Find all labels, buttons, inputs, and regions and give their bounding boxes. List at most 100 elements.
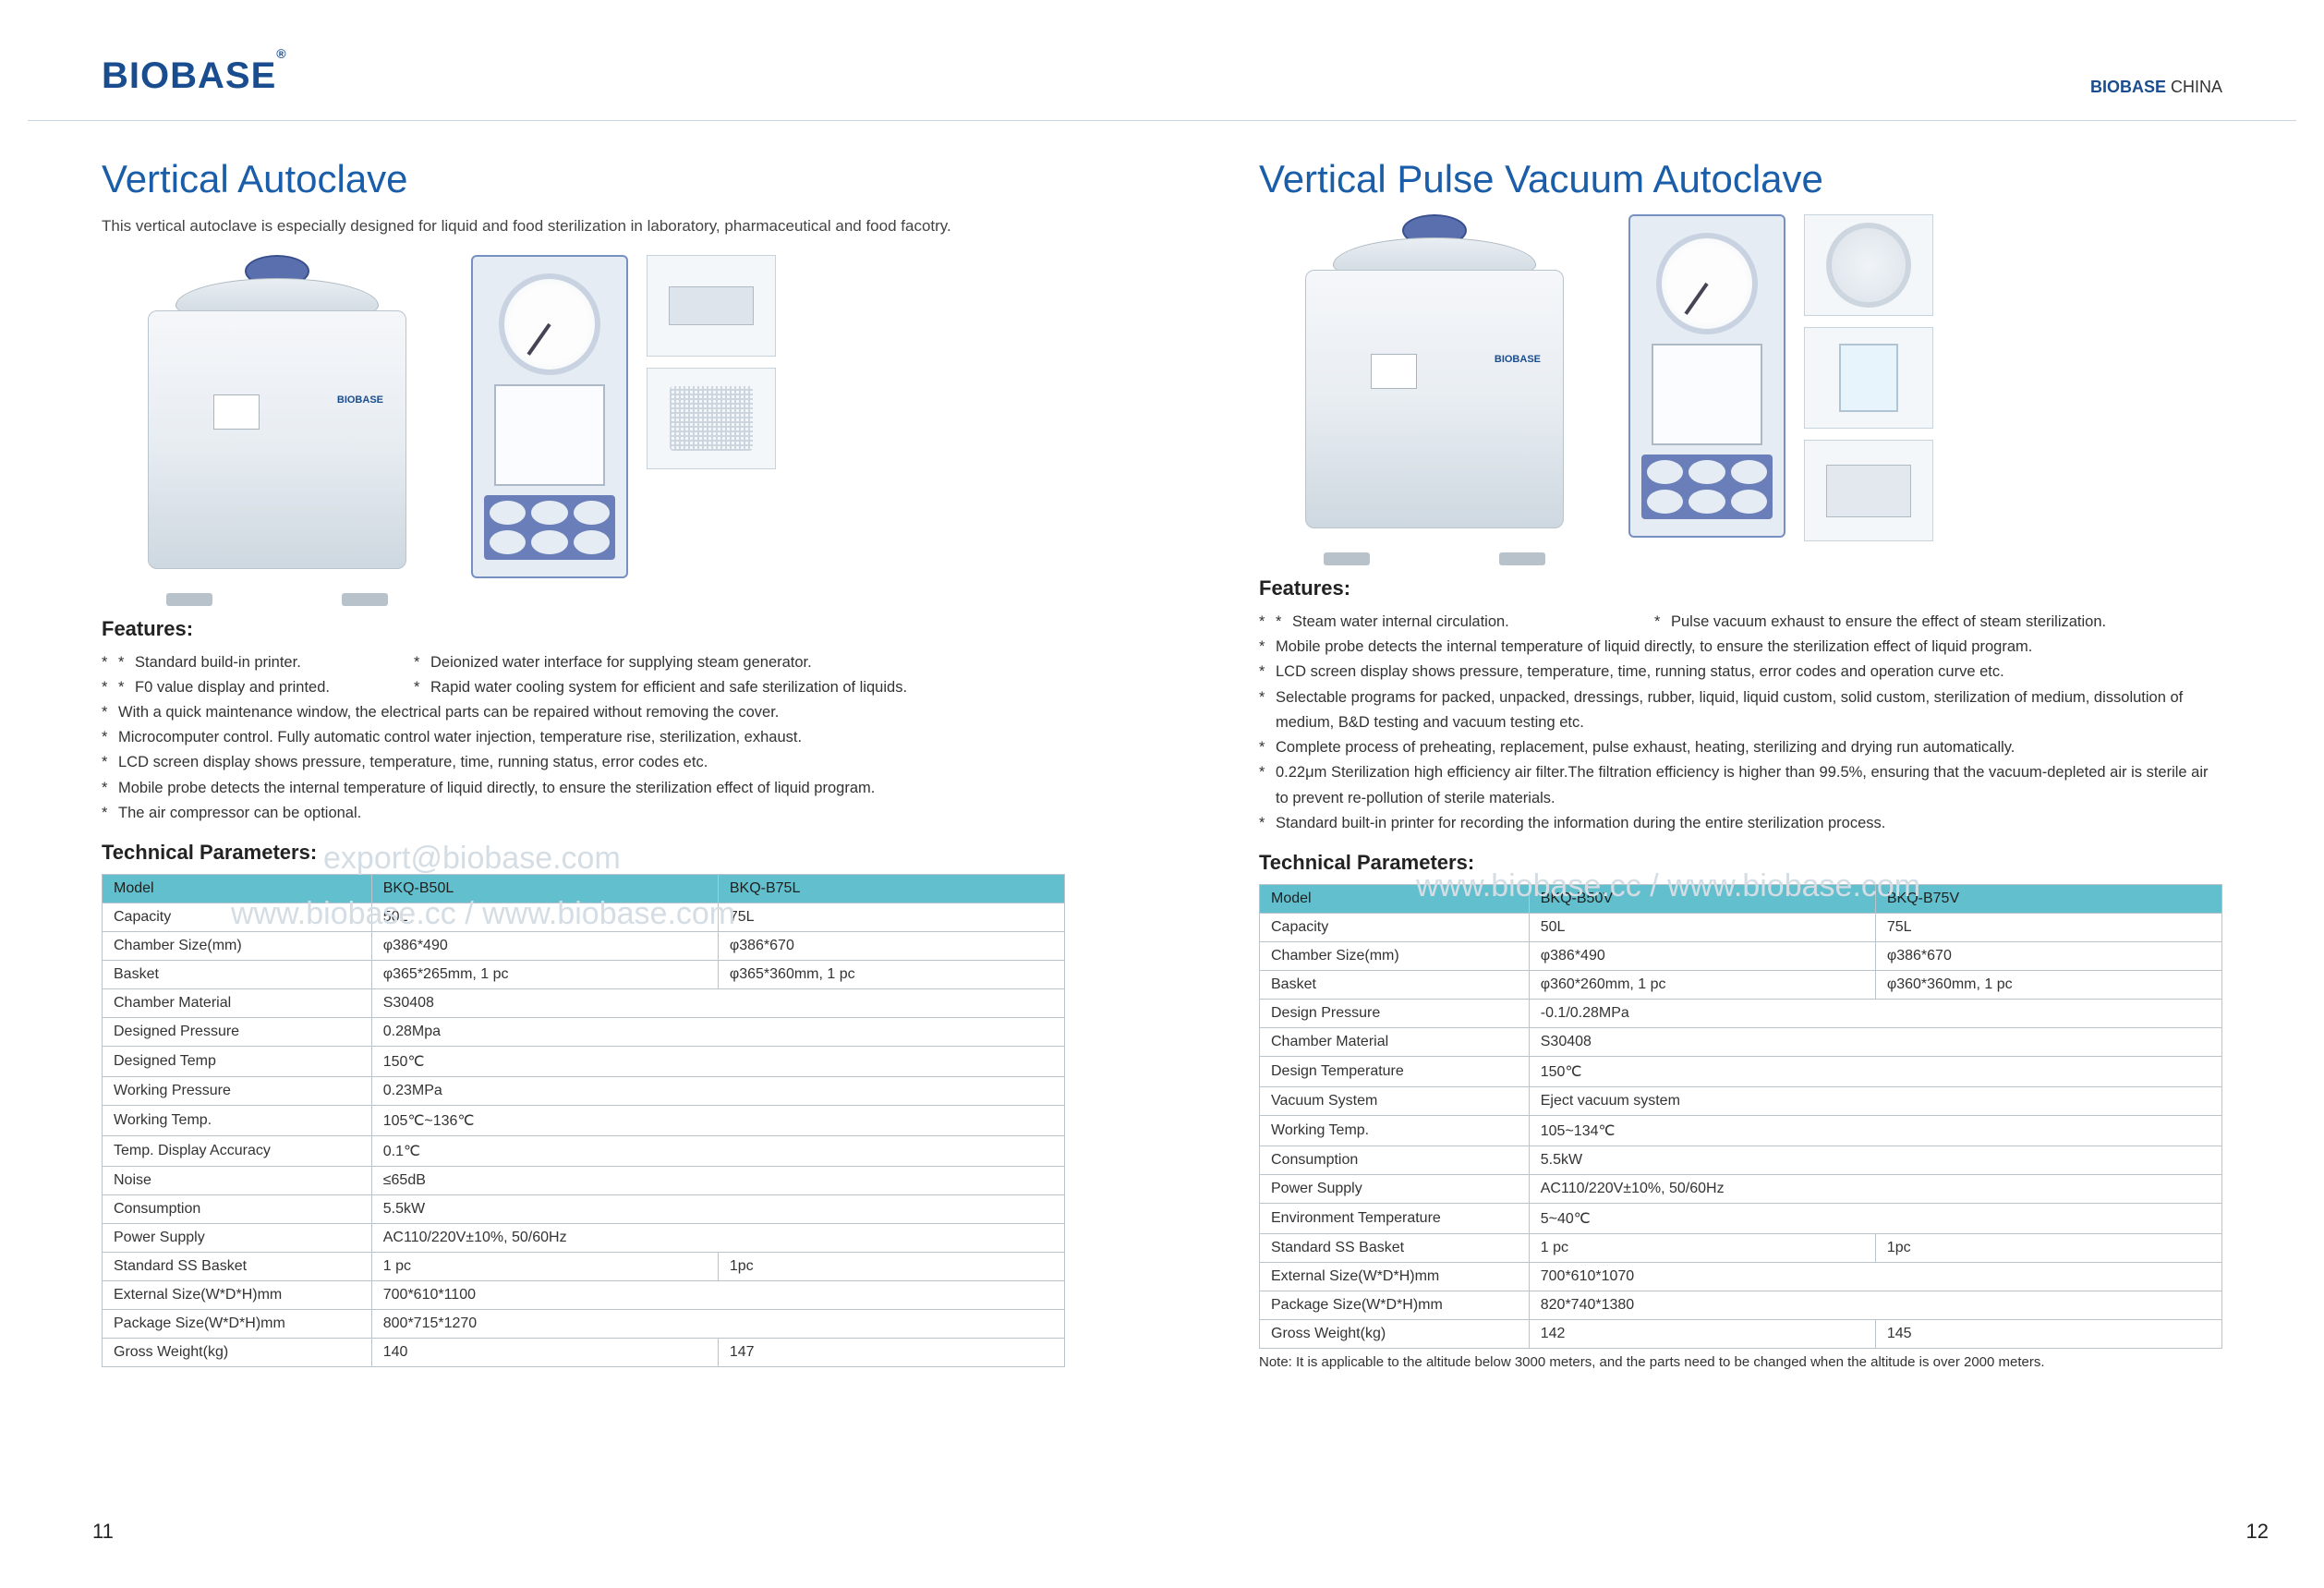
left-image-row: BIOBASE xyxy=(102,255,1065,597)
left-features-list: Standard build-in printer. Deionized wat… xyxy=(102,650,1065,827)
feature-item: LCD screen display shows pressure, tempe… xyxy=(1259,660,2222,685)
table-row: Environment Temperature5~40℃ xyxy=(1260,1203,2222,1233)
right-title: Vertical Pulse Vacuum Autoclave xyxy=(1259,157,2222,201)
row-label: Gross Weight(kg) xyxy=(103,1339,372,1367)
table-row: Gross Weight(kg)140147 xyxy=(103,1339,1065,1367)
table-row: Working Temp.105℃~136℃ xyxy=(103,1106,1065,1136)
autoclave-panel-icon xyxy=(1371,354,1417,389)
row-value: 700*610*1070 xyxy=(1529,1262,2221,1291)
row-label: Chamber Size(mm) xyxy=(1260,941,1530,970)
chamber-thumb-icon xyxy=(1804,214,1933,316)
row-value: Eject vacuum system xyxy=(1529,1086,2221,1115)
row-value: φ386*490 xyxy=(1529,941,1875,970)
table-row: Designed Temp150℃ xyxy=(103,1047,1065,1077)
page-number-right: 12 xyxy=(2246,1520,2269,1544)
table-row: Working Temp.105~134℃ xyxy=(1260,1115,2222,1146)
logo-text: BIOBASE xyxy=(102,55,276,96)
table-row: Gross Weight(kg)142145 xyxy=(1260,1319,2222,1348)
page-header: BIOBASE® BIOBASE CHINA xyxy=(102,55,2222,104)
autoclave-main-image: BIOBASE xyxy=(102,255,453,597)
row-label: Power Supply xyxy=(103,1224,372,1253)
autoclave-body-icon: BIOBASE xyxy=(1305,270,1564,528)
row-value: φ386*490 xyxy=(371,932,718,961)
left-title: Vertical Autoclave xyxy=(102,157,1065,201)
left-features-heading: Features: xyxy=(102,617,1065,641)
row-value: 50L xyxy=(1529,913,1875,941)
table-row: External Size(W*D*H)mm700*610*1070 xyxy=(1260,1262,2222,1291)
row-value: 75L xyxy=(718,903,1064,932)
table-row: Capacity50L75L xyxy=(103,903,1065,932)
table-row: Working Pressure0.23MPa xyxy=(103,1077,1065,1106)
row-label: Capacity xyxy=(103,903,372,932)
pressure-gauge-icon xyxy=(499,273,600,375)
row-value: 105℃~136℃ xyxy=(371,1106,1064,1136)
row-value: S30408 xyxy=(1529,1027,2221,1056)
row-value: 0.23MPa xyxy=(371,1077,1064,1106)
row-value: φ360*360mm, 1 pc xyxy=(1875,970,2221,999)
table-row: Package Size(W*D*H)mm800*715*1270 xyxy=(103,1310,1065,1339)
left-tech-heading: Technical Parameters: xyxy=(102,841,1065,865)
row-value: 1pc xyxy=(1875,1233,2221,1262)
feature-text: Steam water internal circulation. xyxy=(1276,610,1617,635)
row-label: Designed Temp xyxy=(103,1047,372,1077)
table-row: Design Temperature150℃ xyxy=(1260,1056,2222,1086)
right-spec-table: Model BKQ-B50V BKQ-B75V Capacity50L75LCh… xyxy=(1259,884,2222,1349)
row-value: 75L xyxy=(1875,913,2221,941)
header-brand: BIOBASE xyxy=(2090,78,2166,96)
row-value: ≤65dB xyxy=(371,1167,1064,1195)
row-label: Working Temp. xyxy=(1260,1115,1530,1146)
row-label: External Size(W*D*H)mm xyxy=(103,1281,372,1310)
table-row: Power SupplyAC110/220V±10%, 50/60Hz xyxy=(103,1224,1065,1253)
row-value: 145 xyxy=(1875,1319,2221,1348)
row-value: φ365*265mm, 1 pc xyxy=(371,961,718,989)
button-grid-icon xyxy=(1641,455,1773,519)
row-value: 1 pc xyxy=(371,1253,718,1281)
header-right-label: BIOBASE CHINA xyxy=(2090,78,2222,97)
lcd-screen-icon xyxy=(1652,344,1762,445)
row-value: 140 xyxy=(371,1339,718,1367)
table-row: Power SupplyAC110/220V±10%, 50/60Hz xyxy=(1260,1174,2222,1203)
right-tech-heading: Technical Parameters: xyxy=(1259,851,2222,875)
right-features-heading: Features: xyxy=(1259,576,2222,600)
row-label: Consumption xyxy=(103,1195,372,1224)
autoclave-feet-icon xyxy=(1314,549,1555,565)
row-label: Designed Pressure xyxy=(103,1018,372,1047)
row-value: 700*610*1100 xyxy=(371,1281,1064,1310)
row-label: Design Pressure xyxy=(1260,999,1530,1027)
basket-thumb-icon xyxy=(647,368,776,469)
table-row: Basketφ365*265mm, 1 pcφ365*360mm, 1 pc xyxy=(103,961,1065,989)
row-label: Standard SS Basket xyxy=(1260,1233,1530,1262)
row-value: 0.28Mpa xyxy=(371,1018,1064,1047)
row-value: φ360*260mm, 1 pc xyxy=(1529,970,1875,999)
feature-item: Standard built-in printer for recording … xyxy=(1259,811,2222,836)
row-value: -0.1/0.28MPa xyxy=(1529,999,2221,1027)
table-header: Model xyxy=(1260,884,1530,913)
feature-item: Mobile probe detects the internal temper… xyxy=(1259,635,2222,660)
feature-item: The air compressor can be optional. xyxy=(102,801,1065,826)
row-label: Working Pressure xyxy=(103,1077,372,1106)
row-value: S30408 xyxy=(371,989,1064,1018)
table-row: Chamber Size(mm)φ386*490φ386*670 xyxy=(1260,941,2222,970)
right-image-row: BIOBASE xyxy=(1259,214,2222,556)
brand-logo: BIOBASE® xyxy=(102,55,287,97)
row-value: 1 pc xyxy=(1529,1233,1875,1262)
row-value: 1pc xyxy=(718,1253,1064,1281)
row-label: External Size(W*D*H)mm xyxy=(1260,1262,1530,1291)
button-grid-icon xyxy=(484,495,615,560)
page-number-left: 11 xyxy=(92,1520,114,1544)
row-label: Temp. Display Accuracy xyxy=(103,1136,372,1167)
table-header: BKQ-B50V xyxy=(1529,884,1875,913)
feature-text: Deionized water interface for supplying … xyxy=(414,650,1065,675)
table-row: Chamber MaterialS30408 xyxy=(1260,1027,2222,1056)
feature-text: Standard build-in printer. xyxy=(118,650,377,675)
row-label: Chamber Material xyxy=(1260,1027,1530,1056)
left-spec-table: Model BKQ-B50L BKQ-B75L Capacity50L75LCh… xyxy=(102,874,1065,1367)
feature-item: Standard build-in printer. Deionized wat… xyxy=(102,650,1065,675)
page-spread: Vertical Autoclave This vertical autocla… xyxy=(102,157,2222,1370)
autoclave-feet-icon xyxy=(157,589,397,606)
row-value: 150℃ xyxy=(371,1047,1064,1077)
row-value: AC110/220V±10%, 50/60Hz xyxy=(371,1224,1064,1253)
table-row: Basketφ360*260mm, 1 pcφ360*360mm, 1 pc xyxy=(1260,970,2222,999)
header-rule xyxy=(28,120,2296,121)
row-label: Standard SS Basket xyxy=(103,1253,372,1281)
